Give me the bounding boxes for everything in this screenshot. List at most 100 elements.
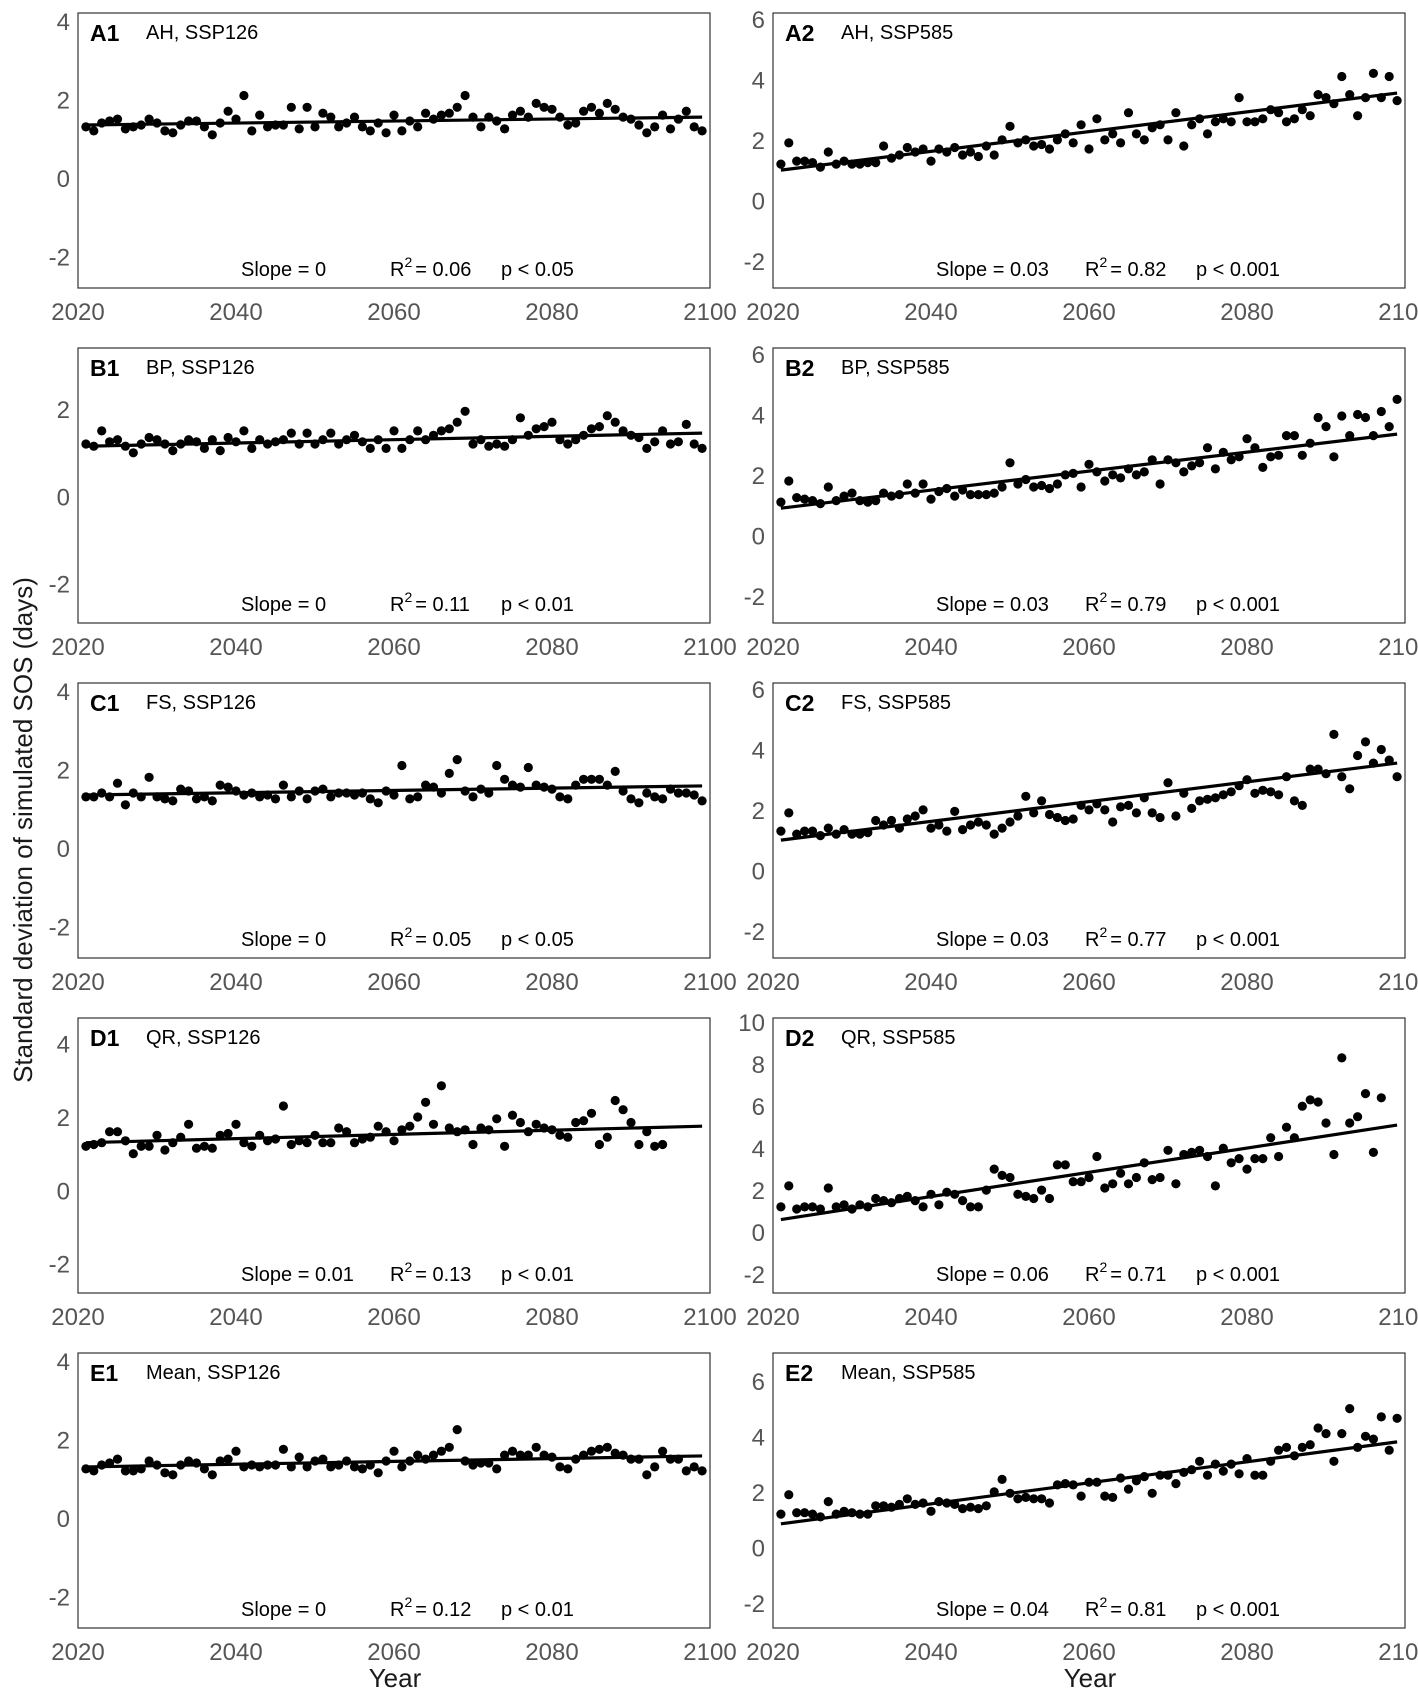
data-point: [1092, 1151, 1102, 1162]
y-tick-label: 0: [752, 1535, 765, 1562]
r2-value: = 0.05: [415, 929, 471, 951]
data-point: [800, 156, 810, 166]
trend-line: [780, 761, 1398, 842]
data-point: [800, 1508, 810, 1518]
data-point: [1100, 805, 1110, 815]
data-point: [1368, 68, 1378, 78]
data-point: [531, 1442, 541, 1452]
data-point: [610, 104, 620, 114]
data-point: [989, 1164, 999, 1174]
data-point: [89, 1466, 99, 1476]
data-point: [1297, 1442, 1307, 1452]
data-point: [389, 1446, 399, 1456]
data-point: [1337, 411, 1347, 421]
r2-stat: R2 = 0.79: [1085, 589, 1166, 616]
panel-title: QR, SSP126: [146, 1027, 261, 1049]
data-point: [1092, 114, 1102, 124]
data-point: [642, 788, 652, 798]
data-point: [421, 108, 431, 118]
data-point: [792, 493, 802, 503]
data-point: [1147, 808, 1157, 818]
data-point: [586, 102, 597, 112]
data-point: [286, 102, 296, 112]
data-point: [1195, 1145, 1205, 1155]
data-point: [1037, 796, 1047, 806]
panel-b1: -2 0 2 2020 2040 2060 2080 2100 B1 BP, SSP126 Slop…: [49, 347, 737, 661]
data-point: [168, 128, 178, 138]
trend-line: [85, 784, 703, 797]
data-point: [1116, 1168, 1126, 1178]
data-point: [823, 482, 833, 492]
trend-line: [85, 1454, 703, 1469]
data-point: [1044, 483, 1055, 494]
data-point: [428, 1450, 439, 1460]
data-point: [120, 124, 130, 134]
data-point: [958, 1196, 968, 1206]
data-point: [658, 794, 668, 804]
data-point: [776, 1202, 786, 1212]
data-point: [1116, 802, 1126, 812]
panel-title: BP, SSP585: [841, 357, 950, 379]
data-point: [278, 780, 288, 790]
data-point: [839, 491, 849, 501]
data-point: [1345, 431, 1355, 441]
y-tick-label: 0: [57, 1178, 70, 1205]
data-point: [302, 428, 312, 438]
data-point: [444, 1442, 454, 1452]
data-point: [326, 792, 336, 802]
panel-a2: -2 0 2 4 6 2020 2040 2060 2080 2100 A2 AH, SSP585 Sl…: [744, 7, 1418, 326]
data-point: [1179, 141, 1189, 151]
data-point: [658, 1446, 668, 1456]
data-point: [1013, 479, 1023, 489]
x-tick-label: 2040: [209, 299, 262, 326]
data-point: [610, 1448, 620, 1458]
data-point: [405, 794, 415, 804]
data-point: [444, 768, 454, 779]
data-point: [1076, 1491, 1086, 1501]
data-point: [1037, 480, 1047, 491]
data-point: [1076, 120, 1086, 130]
y-tick-label: 0: [752, 858, 765, 885]
data-point: [1131, 1172, 1141, 1183]
y-tick-label: 2: [57, 1105, 70, 1132]
data-points: [776, 1053, 1386, 1214]
r2-stat: R2 = 0.77: [1085, 924, 1166, 951]
y-tick-label: 4: [57, 679, 70, 706]
data-point: [223, 1454, 233, 1464]
data-point: [365, 443, 375, 453]
x-tick-label: 2100: [683, 634, 736, 661]
data-point: [1384, 71, 1394, 82]
data-point: [302, 102, 312, 112]
data-point: [1005, 121, 1015, 131]
data-point: [776, 1509, 786, 1519]
data-point: [231, 114, 241, 124]
panel-label: D2: [785, 1025, 814, 1051]
trend-line: [85, 1124, 703, 1145]
data-point: [160, 1468, 170, 1478]
data-point: [689, 439, 699, 449]
data-point: [681, 1466, 691, 1476]
data-point: [373, 1121, 383, 1131]
data-point: [1163, 778, 1173, 788]
data-point: [1250, 1154, 1260, 1164]
data-point: [800, 494, 810, 504]
data-point: [1368, 1434, 1378, 1444]
data-point: [1100, 135, 1110, 145]
data-point: [689, 790, 699, 800]
data-point: [626, 1117, 636, 1128]
data-point: [1202, 443, 1213, 453]
y-tick-label: 10: [738, 1010, 765, 1037]
data-point: [823, 1497, 833, 1507]
data-point: [1274, 790, 1284, 800]
plot-frame: [77, 1017, 711, 1294]
data-point: [128, 1466, 138, 1476]
panel-title: FS, SSP126: [146, 692, 256, 714]
data-point: [500, 1141, 510, 1151]
data-point: [586, 424, 597, 434]
data-point: [1376, 1412, 1386, 1422]
data-point: [1037, 139, 1047, 150]
data-point: [515, 1117, 526, 1128]
p-value-stat: p < 0.05: [501, 929, 574, 951]
data-point: [539, 422, 549, 432]
data-point: [800, 1202, 810, 1212]
